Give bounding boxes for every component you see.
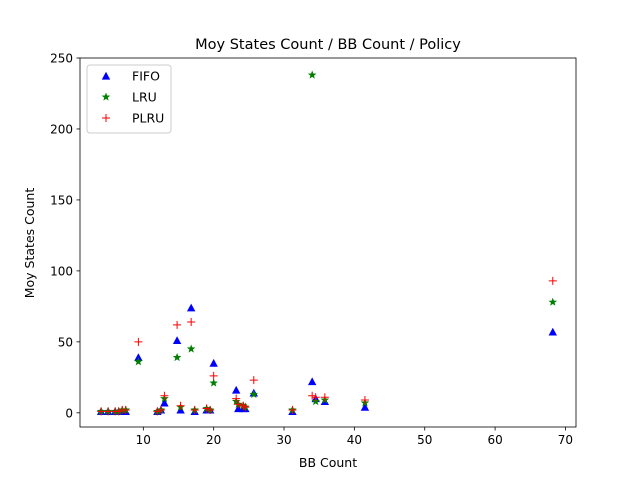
data-point	[134, 357, 143, 366]
data-point	[172, 352, 182, 362]
x-tick-label: 60	[487, 433, 502, 447]
data-point	[104, 407, 113, 416]
legend-marker	[101, 92, 111, 101]
data-point	[97, 407, 106, 416]
x-tick-label: 10	[136, 433, 151, 447]
y-tick-label: 0	[65, 406, 73, 420]
data-point	[307, 70, 317, 79]
chart-title: Moy States Count / BB Count / Policy	[195, 37, 461, 53]
plot-frame	[79, 57, 577, 428]
data-point	[114, 407, 123, 416]
data-point	[186, 344, 196, 353]
data-point	[172, 336, 182, 344]
series-plru	[97, 276, 557, 416]
data-point	[360, 396, 369, 405]
data-point	[308, 391, 317, 400]
data-point	[232, 394, 241, 403]
data-point	[206, 405, 215, 414]
data-point	[311, 393, 320, 402]
y-tick-label: 100	[50, 264, 73, 278]
data-point	[176, 401, 185, 410]
data-point	[156, 405, 165, 414]
legend-label: PLRU	[132, 111, 164, 126]
legend-label: FIFO	[132, 69, 160, 84]
data-point	[231, 385, 241, 394]
x-tick-label: 70	[558, 433, 573, 447]
data-point	[186, 303, 196, 312]
y-axis-label: Moy States Count	[22, 188, 37, 299]
data-point	[241, 403, 250, 412]
data-point	[209, 358, 218, 367]
data-point	[209, 378, 218, 387]
plot-area	[96, 70, 558, 416]
legend-item-fifo: FIFO	[101, 69, 160, 84]
y-tick-label: 150	[50, 193, 73, 207]
x-tick-label: 20	[206, 433, 221, 447]
legend-box	[86, 64, 172, 134]
y-tick-label: 50	[58, 335, 73, 349]
data-point	[360, 402, 370, 411]
data-point	[187, 317, 196, 326]
data-point	[239, 401, 248, 410]
data-point	[160, 398, 169, 407]
data-point	[288, 405, 297, 414]
data-point	[209, 371, 218, 380]
legend-marker	[102, 114, 110, 122]
x-tick-label: 40	[347, 433, 362, 447]
y-tick-label: 250	[50, 52, 73, 66]
data-point	[548, 276, 557, 285]
x-tick-label: 50	[417, 433, 432, 447]
data-point	[173, 320, 182, 329]
axes: 10 20 30 40 50 60 70 0 50 100 150 200 250	[50, 52, 577, 447]
legend-item-lru: LRU	[101, 90, 157, 105]
data-point	[320, 393, 329, 402]
legend-item-plru: PLRU	[102, 111, 164, 126]
data-point	[134, 353, 143, 362]
data-point	[190, 405, 199, 414]
data-point	[153, 407, 162, 416]
y-tick-label: 200	[50, 122, 73, 136]
data-point	[307, 377, 317, 386]
data-point	[548, 297, 558, 306]
data-point	[134, 337, 143, 346]
data-point	[249, 376, 258, 385]
legend-label: LRU	[132, 90, 157, 105]
data-point	[121, 405, 130, 414]
data-point	[160, 391, 169, 400]
legend-marker	[101, 71, 111, 80]
legend: FIFO LRU PLRU	[86, 64, 172, 134]
data-point	[234, 400, 243, 409]
x-axis-label: BB Count	[299, 455, 357, 470]
data-point	[548, 327, 557, 336]
data-point	[249, 389, 259, 398]
data-point	[202, 404, 211, 413]
x-tick-label: 30	[276, 433, 291, 447]
